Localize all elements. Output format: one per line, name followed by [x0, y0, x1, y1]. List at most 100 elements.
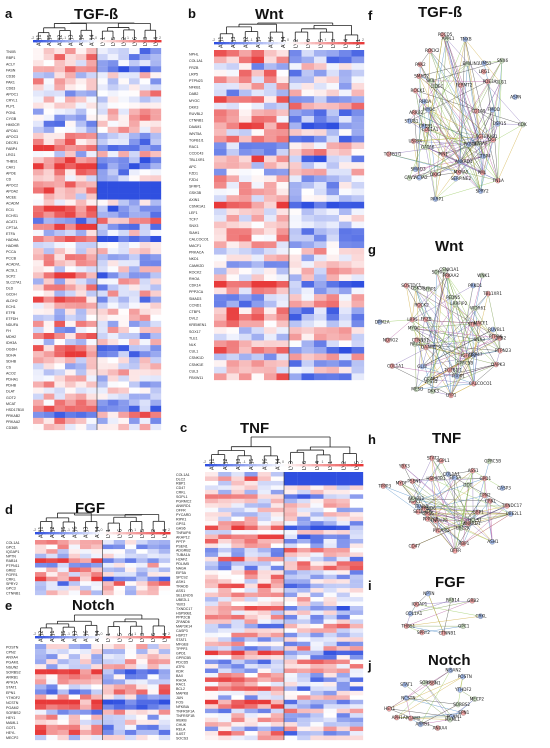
heatmap-cell — [337, 548, 350, 553]
heatmap-cell — [324, 552, 337, 557]
heatmap-cell — [150, 339, 161, 345]
heatmap-cell — [35, 572, 46, 577]
heatmap-cell — [277, 90, 290, 97]
heatmap-cell — [214, 182, 227, 189]
color-scale-segment — [296, 464, 300, 466]
heatmap-cell — [205, 526, 218, 531]
heatmap-cell — [35, 549, 46, 554]
heatmap-cell — [264, 261, 277, 268]
heatmap-cell — [214, 136, 227, 143]
heatmap-cell — [159, 540, 170, 545]
gene-label: FGFR1 — [6, 573, 18, 577]
heatmap-cell — [264, 288, 277, 295]
heatmap-cell — [44, 163, 55, 169]
heatmap-cell — [218, 543, 231, 548]
color-scale-segment — [110, 40, 114, 42]
network-node-label: DAPK3 — [491, 362, 505, 367]
heatmap-cell — [46, 586, 57, 591]
heatmap-cell — [76, 394, 87, 400]
heatmap-cell — [205, 655, 218, 660]
heatmap-cell — [245, 704, 258, 709]
heatmap-cell — [239, 281, 252, 288]
network-node-label: YBX3 — [398, 464, 410, 469]
color-scale-segment — [324, 464, 328, 466]
heatmap-cell — [129, 412, 140, 418]
gene-label: COL1A1 — [176, 473, 190, 477]
heatmap-cell — [352, 228, 365, 235]
heatmap-cell — [148, 554, 159, 559]
heatmap-cell — [252, 367, 265, 374]
heatmap-cell — [284, 704, 297, 709]
color-scale-segment — [43, 40, 47, 42]
heatmap-cell — [65, 194, 76, 200]
heatmap-cell — [159, 545, 170, 550]
color-scale-segment — [285, 42, 289, 44]
heatmap-cell — [227, 347, 240, 354]
color-scale-segment — [94, 40, 98, 42]
heatmap-cell — [97, 278, 108, 284]
network-edge — [405, 685, 450, 720]
heatmap-cell — [97, 363, 108, 369]
heatmap-cell — [324, 494, 337, 499]
network-node-label: CTNNB1 — [439, 630, 457, 635]
network-node-label: SPRY2 — [476, 188, 489, 193]
heatmap-cell — [35, 558, 46, 563]
heatmap-cell — [58, 720, 69, 725]
gene-label: CUL3 — [189, 369, 198, 373]
heatmap-cell — [239, 327, 252, 334]
heatmap-cell — [258, 655, 271, 660]
heatmap-cell — [80, 705, 91, 710]
heatmap-cell — [108, 145, 119, 151]
heatmap-cell — [118, 424, 129, 430]
heatmap-cell — [114, 725, 125, 730]
heatmap-cell — [44, 369, 55, 375]
heatmap-cell — [245, 503, 258, 508]
heatmap-cell — [297, 543, 310, 548]
heatmap-cell — [245, 619, 258, 624]
gene-label: MAP3K14 — [176, 625, 192, 629]
gene-label: EIF5A — [176, 571, 187, 575]
color-scale-segment — [167, 636, 171, 638]
gene-label: LRG1 — [6, 153, 15, 157]
heatmap-cell — [54, 260, 65, 266]
heatmap-cell — [350, 709, 363, 714]
heatmap-cell — [284, 503, 297, 508]
color-scale-segment — [214, 42, 218, 44]
heatmap-cell — [80, 689, 91, 694]
heatmap-cell — [33, 363, 44, 369]
heatmap-cell — [289, 83, 302, 90]
heatmap-cell — [227, 307, 240, 314]
heatmap-cell — [118, 272, 129, 278]
heatmap-cell — [54, 309, 65, 315]
heatmap-cell — [258, 503, 271, 508]
heatmap-cell — [302, 307, 315, 314]
heatmap-cell — [54, 90, 65, 96]
heatmap-cell — [214, 50, 227, 57]
heatmap-cell — [227, 182, 240, 189]
network-nodes: DAB2SNX3PTPN23DAPK3USP47IGFBP2GPRC5BCALC… — [375, 267, 512, 398]
heatmap-cell — [159, 586, 170, 591]
heatmap-cell — [140, 284, 151, 290]
heatmap-cell — [58, 649, 69, 654]
heatmap-cell — [258, 548, 271, 553]
heatmap-cell — [227, 70, 240, 77]
network-node-label: ARRB2 — [409, 110, 424, 115]
heatmap-cell — [337, 727, 350, 732]
heatmap-cell — [129, 54, 140, 60]
network-node-label: DKK3 — [430, 172, 442, 177]
heatmap-cell — [97, 78, 108, 84]
heatmap-cell — [324, 637, 337, 642]
heatmap-cell — [339, 281, 352, 288]
heatmap-cell — [218, 566, 231, 571]
heatmap-cell — [337, 584, 350, 589]
heatmap-cell — [314, 169, 327, 176]
heatmap-cell — [33, 424, 44, 430]
heatmap-cell — [33, 272, 44, 278]
heatmap-cell — [271, 579, 284, 584]
heatmap-cell — [114, 664, 125, 669]
heatmap-cell — [264, 347, 277, 354]
heatmap-cell — [150, 224, 161, 230]
heatmap-cell — [33, 78, 44, 84]
heatmap-cell — [159, 730, 170, 735]
heatmap-cell — [86, 412, 97, 418]
